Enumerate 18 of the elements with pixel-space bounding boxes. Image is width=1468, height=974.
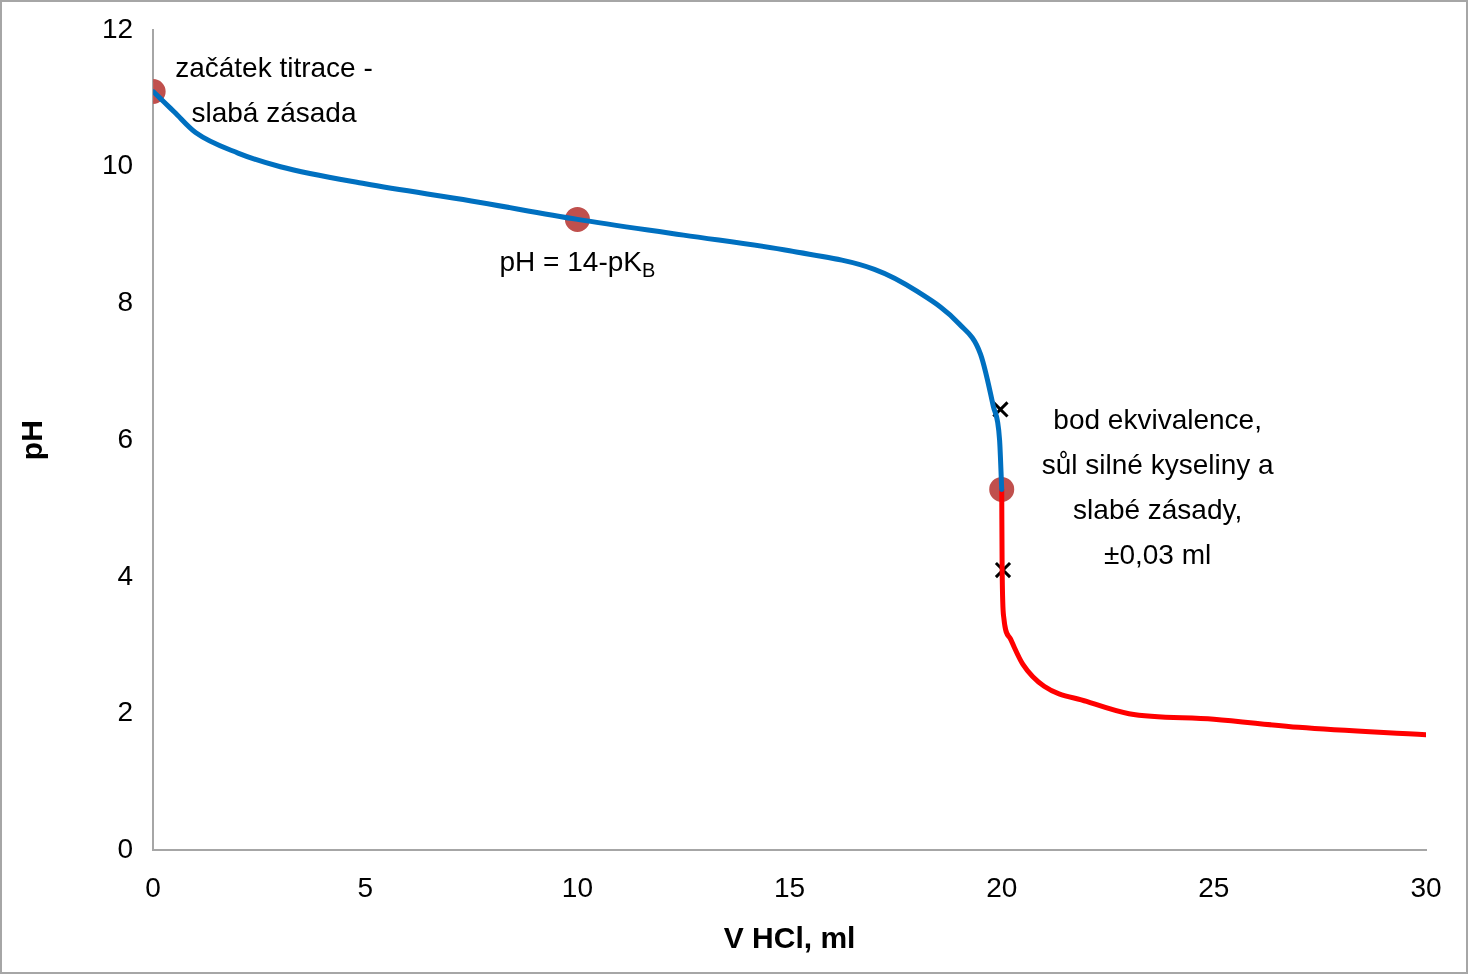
- x-tick-label: 30: [1410, 871, 1442, 903]
- y-tick-label: 12: [101, 12, 134, 44]
- y-tick-label: 0: [117, 833, 134, 865]
- annotation: bod ekvivalence, sůl silné kyseliny a slabé zásady, ±0,03 ml: [1041, 404, 1275, 571]
- x-tick-label: 5: [357, 871, 374, 903]
- y-tick-label: 4: [117, 559, 134, 591]
- x-tick-label: 0: [145, 871, 161, 903]
- y-tick-label: 6: [117, 422, 134, 454]
- x-tick-label: 10: [561, 871, 594, 903]
- y-tick-label: 2: [117, 696, 134, 728]
- x-axis-title: V HCl, ml: [723, 921, 856, 955]
- x-tick-label: 20: [986, 871, 1018, 903]
- annotation: začátek titrace - slabá zásada: [175, 52, 373, 129]
- x-tick-label: 15: [773, 871, 806, 903]
- y-tick-label: 10: [101, 149, 134, 181]
- y-axis-title: pH: [15, 420, 49, 461]
- x-tick-label: 25: [1198, 871, 1230, 903]
- y-tick-label: 8: [117, 286, 134, 318]
